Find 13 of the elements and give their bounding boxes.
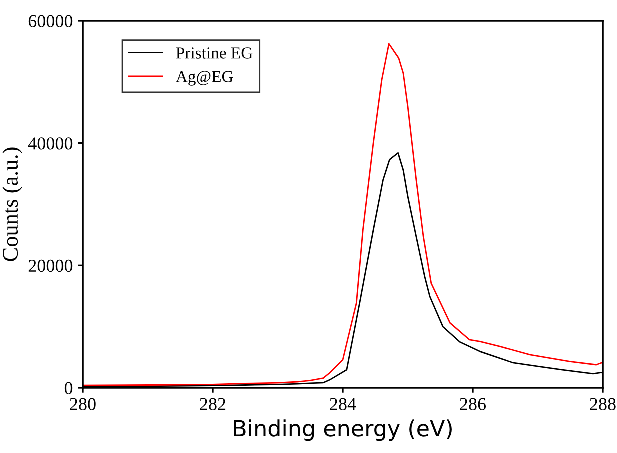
y-tick-label: 0 [64, 382, 73, 394]
x-tick-label: 282 [200, 398, 226, 410]
x-axis-title: Binding energy (eV) [234, 420, 452, 442]
x-tick-label: 286 [460, 398, 486, 410]
legend-label: Ag@EG [176, 71, 234, 86]
x-tick-label: 284 [330, 398, 356, 410]
y-tick-label: 60000 [28, 15, 73, 28]
y-tick-label: 40000 [28, 138, 73, 150]
x-tick-label: 280 [70, 398, 96, 410]
x-tick-label: 288 [590, 398, 616, 410]
y-tick-label: 20000 [28, 260, 73, 272]
legend-label: Pristine EG [176, 48, 253, 59]
y-axis-title: Counts (a.u.) [2, 148, 23, 262]
